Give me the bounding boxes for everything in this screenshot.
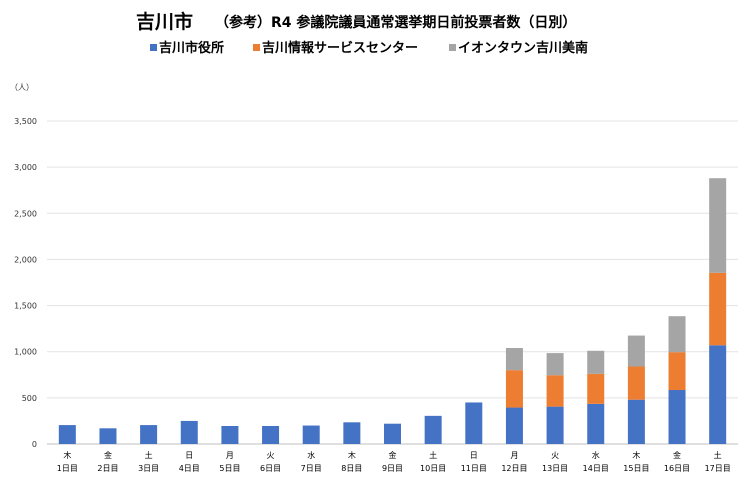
bar-info-center <box>709 272 727 346</box>
x-label-day-number: 6日目 <box>260 464 281 473</box>
y-axis-unit: （人） <box>10 83 34 92</box>
chart-subtitle: （参考）R4 参議院議員通常選挙期日前投票者数（日別） <box>215 14 576 31</box>
y-tick-label: 0 <box>32 440 37 449</box>
x-label-weekday: 月 <box>510 451 518 460</box>
y-tick-label: 2,000 <box>14 255 37 264</box>
bar-aeon-town <box>627 335 645 367</box>
gridlines <box>47 120 738 445</box>
bar-city-hall <box>709 345 727 444</box>
x-label-day-number: 11日目 <box>461 464 487 473</box>
y-tick-label: 3,500 <box>14 117 37 126</box>
bar-aeon-town <box>587 350 605 374</box>
bar-aeon-town <box>709 178 727 273</box>
bar-city-hall <box>587 403 605 444</box>
x-label-weekday: 水 <box>307 450 315 460</box>
x-label-weekday: 月 <box>226 451 234 460</box>
bar-aeon-town <box>668 316 686 353</box>
legend-swatch-aeon-town <box>449 44 456 51</box>
legend-swatch-info-center <box>253 44 260 51</box>
bar-info-center <box>546 375 564 407</box>
y-axis-ticks: 0 500 1,000 1,500 2,000 2,500 3,000 3,500 <box>14 117 37 449</box>
bar-city-hall <box>302 425 320 444</box>
x-label-weekday: 木 <box>63 450 71 460</box>
x-label-day-number: 8日目 <box>341 464 362 473</box>
legend-label-aeon-town: イオンタウン吉川美南 <box>458 40 588 56</box>
x-label-day-number: 2日目 <box>97 464 118 473</box>
x-label-day-number: 9日目 <box>382 464 403 473</box>
bar-city-hall <box>58 425 76 444</box>
x-label-day-number: 7日目 <box>301 464 322 473</box>
bar-info-center <box>627 366 645 400</box>
bar-city-hall <box>465 402 483 444</box>
bar-info-center <box>587 373 605 404</box>
x-label-day-number: 16日目 <box>664 464 690 473</box>
x-label-weekday: 金 <box>389 450 397 460</box>
y-tick-label: 1,500 <box>14 302 37 311</box>
x-label-weekday: 土 <box>429 450 437 460</box>
bar-city-hall <box>505 407 523 444</box>
x-label-day-number: 12日目 <box>501 464 527 473</box>
x-label-weekday: 木 <box>348 450 356 460</box>
bar-city-hall <box>627 399 645 444</box>
bar-city-hall <box>140 425 158 444</box>
y-tick-label: 500 <box>22 394 37 403</box>
x-label-weekday: 土 <box>714 450 722 460</box>
bar-info-center <box>668 352 686 391</box>
legend: 吉川市役所 吉川情報サービスセンター イオンタウン吉川美南 <box>150 40 588 56</box>
x-axis-labels: 木 1日目 金 2日目 土 3日目 日 4日目 月 5日目 火 6日目 水 7日目 木 8日目 金 9日目 土 10日… <box>57 450 731 473</box>
bar-city-hall <box>668 390 686 444</box>
x-label-day-number: 5日目 <box>219 464 240 473</box>
bar-city-hall <box>424 415 442 444</box>
x-label-weekday: 日 <box>185 451 193 460</box>
x-label-day-number: 17日目 <box>705 464 731 473</box>
x-label-weekday: 土 <box>145 450 153 460</box>
bar-city-hall <box>99 428 117 444</box>
x-label-weekday: 金 <box>104 450 112 460</box>
legend-swatch-city-hall <box>150 44 157 51</box>
bar-aeon-town <box>505 348 523 371</box>
x-label-day-number: 15日目 <box>623 464 649 473</box>
y-tick-label: 1,000 <box>14 348 37 357</box>
x-label-day-number: 13日目 <box>542 464 568 473</box>
bar-city-hall <box>546 406 564 444</box>
legend-label-city-hall: 吉川市役所 <box>159 40 224 56</box>
x-label-day-number: 10日目 <box>420 464 446 473</box>
bar-info-center <box>505 370 523 408</box>
bar-city-hall <box>343 422 361 444</box>
x-label-weekday: 火 <box>267 451 275 460</box>
bar-aeon-town <box>546 353 564 376</box>
x-label-day-number: 4日目 <box>179 464 200 473</box>
x-label-weekday: 火 <box>551 451 559 460</box>
bar-city-hall <box>262 426 280 444</box>
bar-city-hall <box>221 426 239 444</box>
x-label-weekday: 水 <box>592 450 600 460</box>
x-label-weekday: 金 <box>673 450 681 460</box>
y-tick-label: 3,000 <box>14 163 37 172</box>
bars <box>58 178 727 444</box>
bar-city-hall <box>180 420 198 444</box>
x-label-day-number: 1日目 <box>57 464 78 473</box>
x-label-day-number: 14日目 <box>583 464 609 473</box>
legend-label-info-center: 吉川情報サービスセンター <box>262 40 418 56</box>
x-label-weekday: 木 <box>632 450 640 460</box>
chart-title: 吉川市 <box>136 10 193 33</box>
y-tick-label: 2,500 <box>14 209 37 218</box>
x-label-weekday: 日 <box>470 451 478 460</box>
x-label-day-number: 3日目 <box>138 464 159 473</box>
bar-city-hall <box>384 423 401 444</box>
